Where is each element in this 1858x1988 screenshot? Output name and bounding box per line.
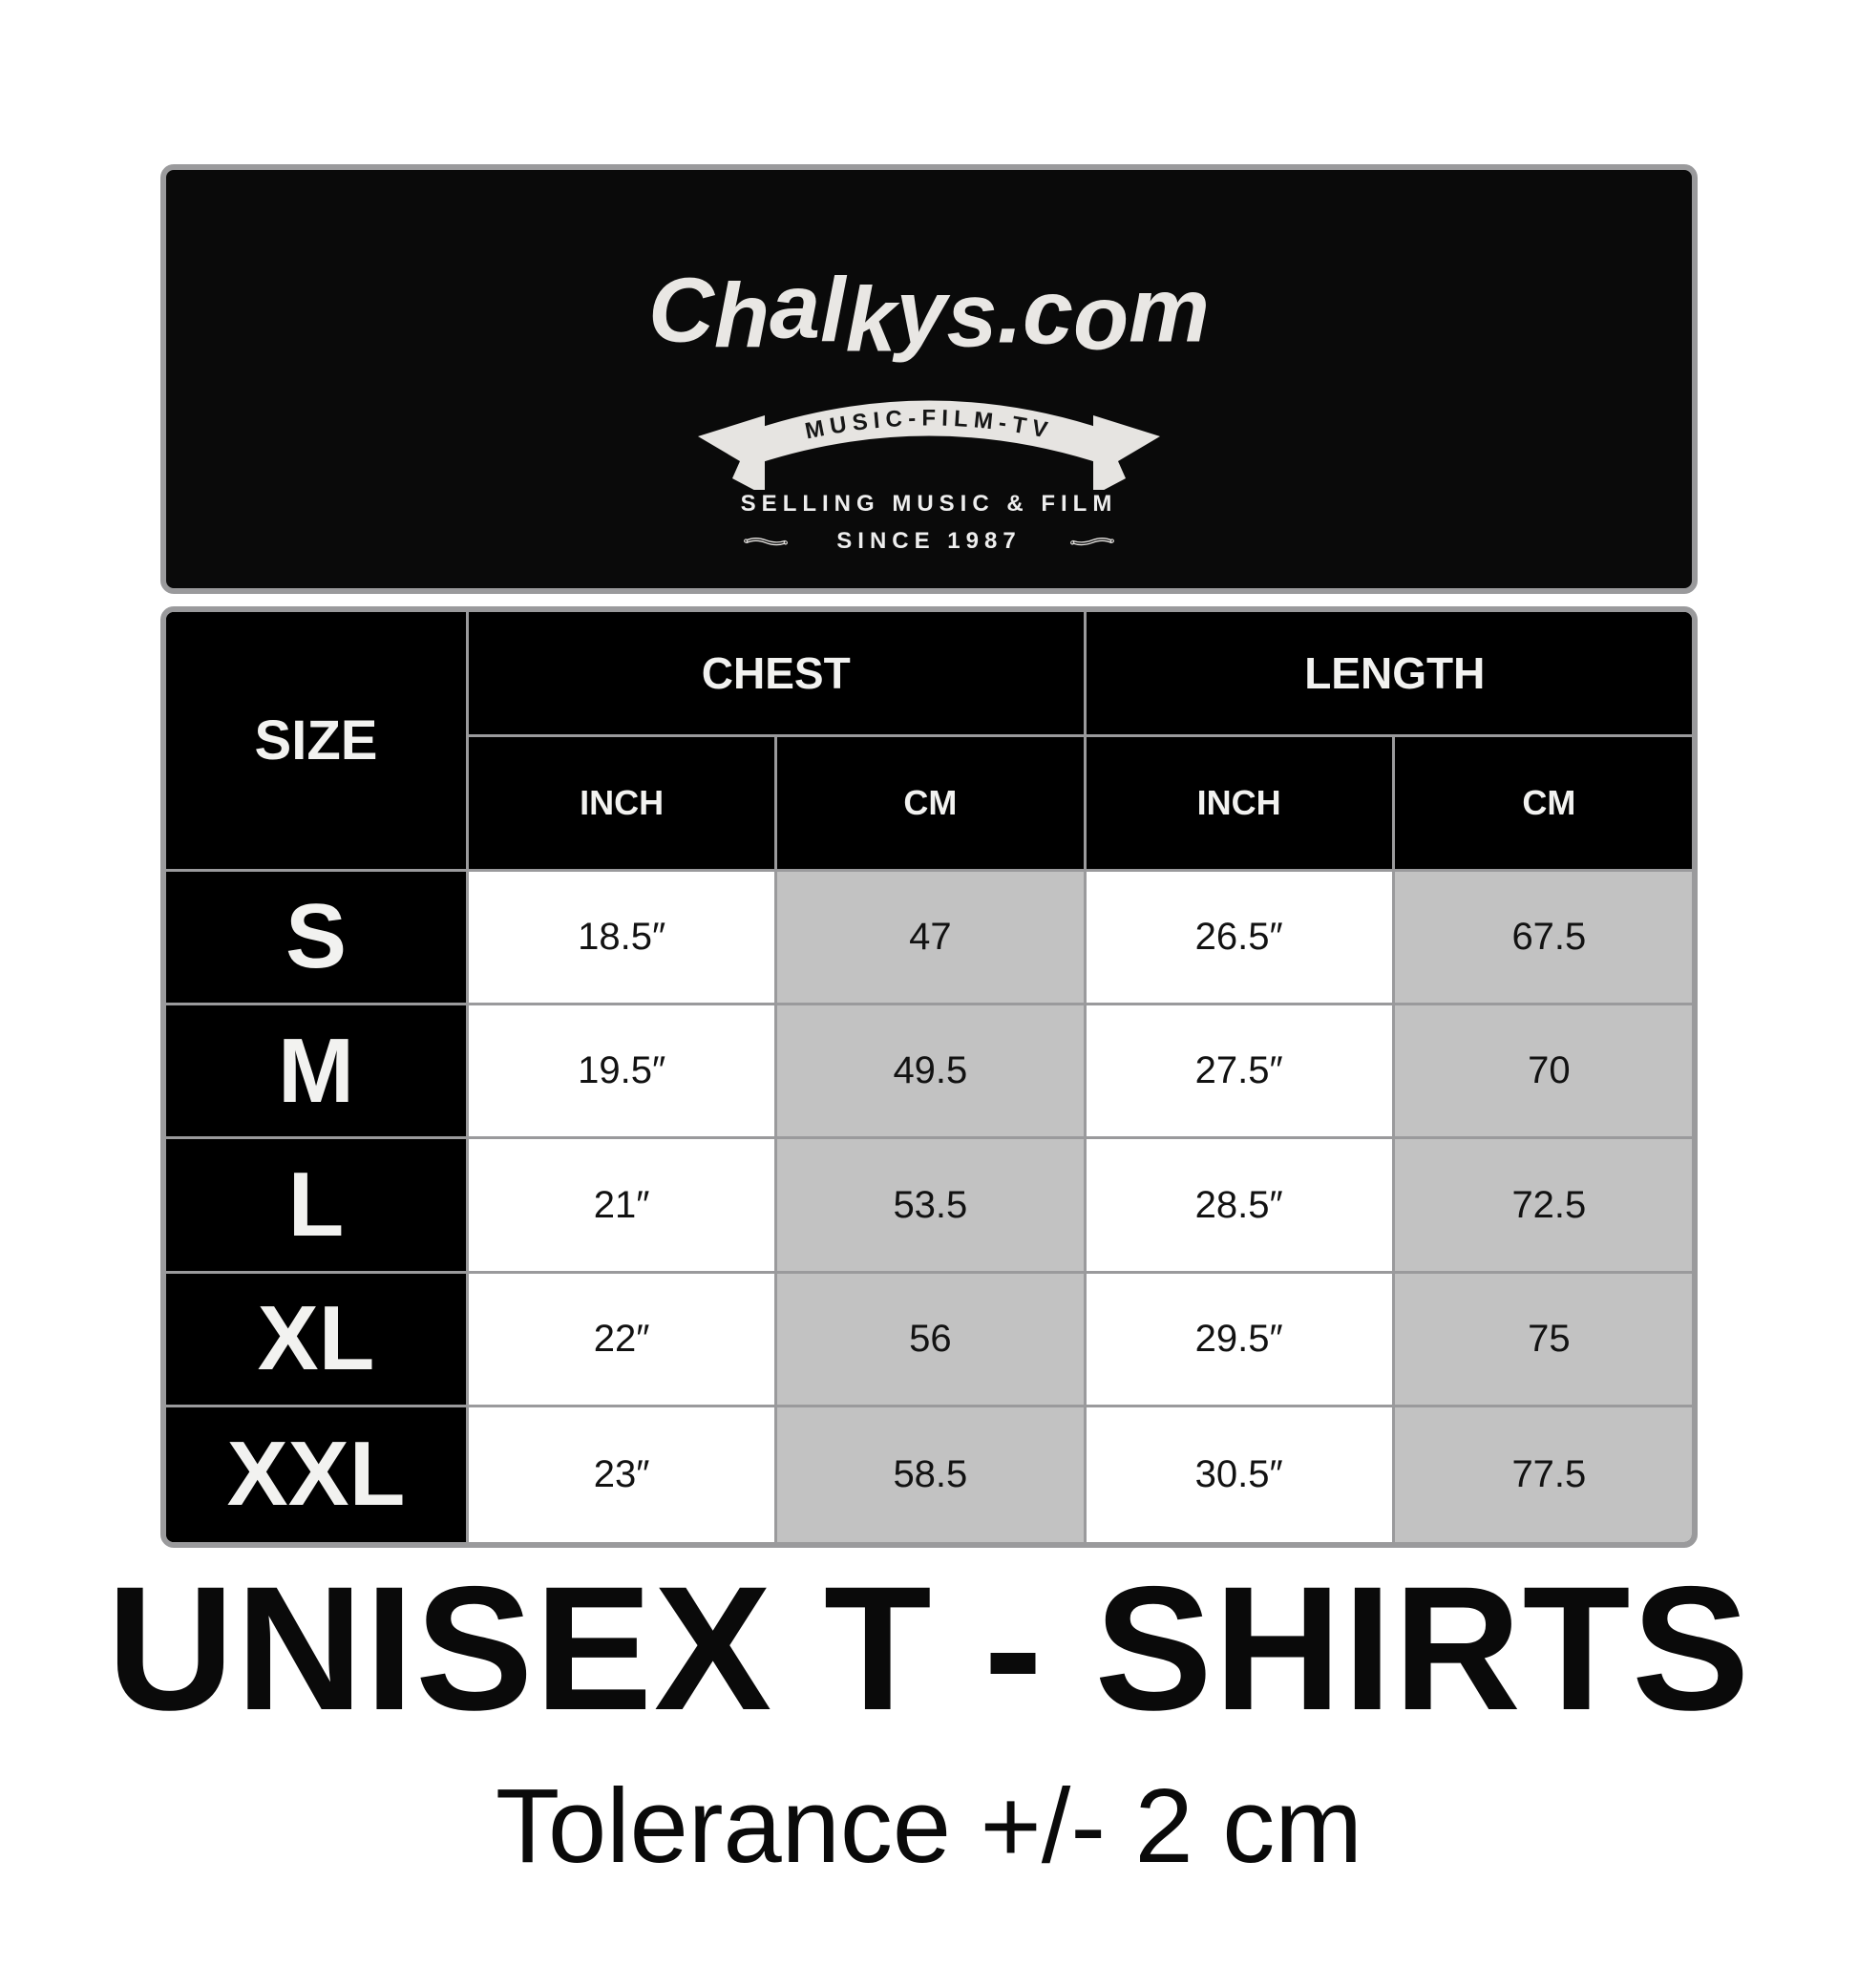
svg-text:Chalkys.com: Chalkys.com [648, 257, 1210, 371]
